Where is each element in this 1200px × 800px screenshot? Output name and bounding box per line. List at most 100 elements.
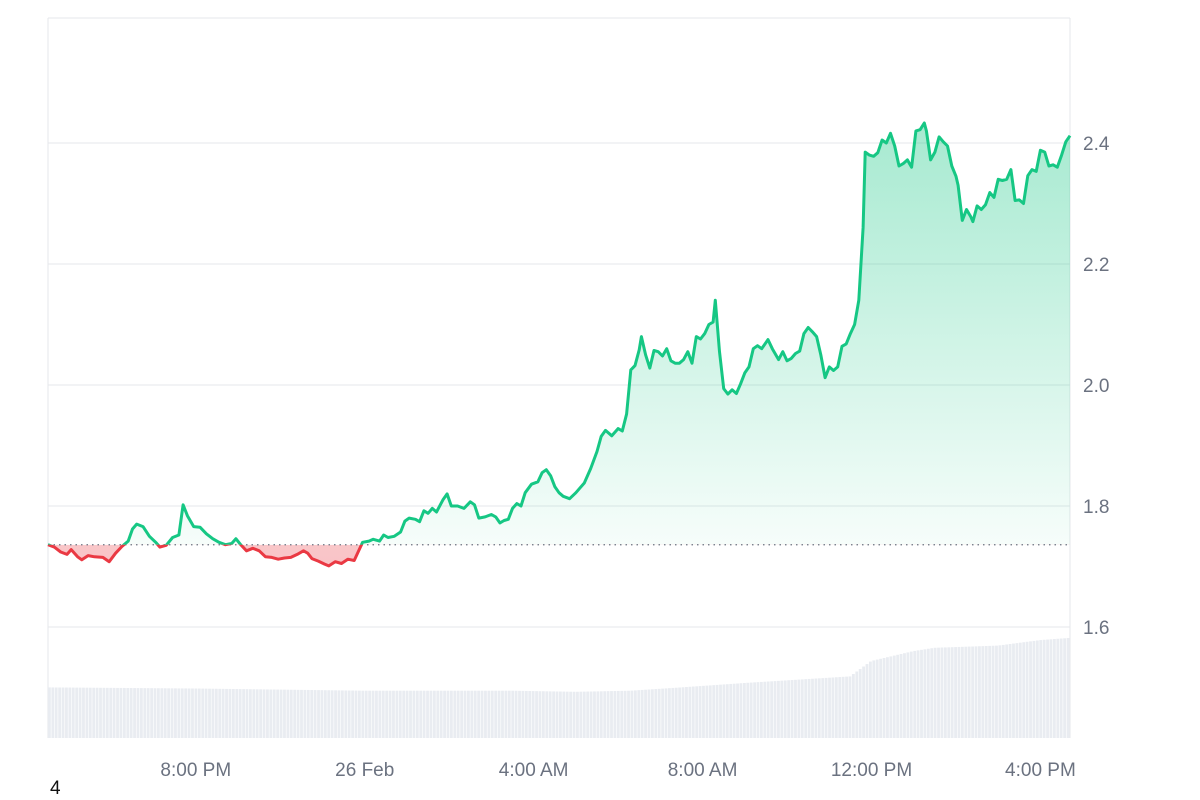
volume-bar <box>262 689 266 738</box>
volume-bar <box>674 687 678 738</box>
volume-bar <box>381 690 385 738</box>
volume-bar <box>1005 644 1009 738</box>
volume-bar <box>228 688 232 738</box>
volume-bar <box>235 689 239 738</box>
volume-bar <box>541 691 545 738</box>
volume-bar <box>722 684 726 738</box>
volume-bar <box>671 687 675 738</box>
volume-bar <box>661 688 665 738</box>
volume-bar <box>937 647 940 738</box>
volume-bar <box>51 687 55 738</box>
volume-bar <box>65 687 68 738</box>
volume-bar <box>514 690 518 738</box>
volume-bar <box>742 683 746 738</box>
volume-bar <box>119 687 123 738</box>
volume-bar <box>473 690 477 738</box>
volume-bar <box>48 687 51 738</box>
price-line-up <box>47 121 1072 545</box>
volume-bar <box>78 687 82 738</box>
volume-bar <box>967 646 971 738</box>
volume-bar <box>364 690 368 738</box>
volume-bar <box>773 681 777 738</box>
volume-bar <box>834 677 838 738</box>
volume-bar <box>208 688 211 738</box>
volume-bar <box>61 687 65 738</box>
volume-bar <box>218 688 222 738</box>
volume-bar <box>204 688 208 738</box>
volume-bar <box>610 691 613 738</box>
volume-bar <box>920 649 923 738</box>
volume-bar <box>974 646 978 738</box>
price-line <box>47 121 1072 568</box>
volume-bar <box>289 689 293 738</box>
volume-bar <box>214 688 218 738</box>
volume-bar <box>504 690 508 738</box>
y-tick-label: 1.8 <box>1083 497 1109 518</box>
volume-bar <box>255 689 259 738</box>
volume-bar <box>248 689 252 738</box>
volume-bar <box>681 687 685 738</box>
volume-bar <box>201 688 205 738</box>
volume-bar <box>954 647 957 738</box>
volume-bar <box>702 685 705 738</box>
volume-bar <box>865 664 869 738</box>
volume-bar <box>545 691 549 738</box>
volume-bar <box>354 690 358 738</box>
volume-bar <box>429 690 433 738</box>
volume-bar <box>180 688 184 738</box>
volume-bar <box>913 650 917 738</box>
volume-bar <box>99 687 102 738</box>
volume-bar <box>705 685 709 738</box>
volume-bar <box>334 690 337 738</box>
y-tick-label: 2.0 <box>1083 376 1109 397</box>
volume-bar <box>685 687 688 738</box>
volume-bar <box>978 646 981 738</box>
volume-bar <box>964 646 968 738</box>
volume-bar <box>841 676 845 738</box>
volume-bar <box>715 684 719 738</box>
volume-bar <box>732 683 736 738</box>
volume-bar <box>443 690 446 738</box>
volume-bar <box>916 650 920 738</box>
volume-bar <box>88 687 92 738</box>
volume-bar <box>68 687 72 738</box>
volume-bar <box>487 690 491 738</box>
volume-bar <box>54 687 58 738</box>
volume-bar <box>640 689 644 738</box>
volume-bar <box>456 690 460 738</box>
volume-bar <box>1015 643 1019 738</box>
footnote-text: 4 <box>50 778 61 799</box>
volume-bar <box>310 690 314 738</box>
volume-bar <box>1001 644 1005 738</box>
volume-bar <box>582 691 586 738</box>
volume-bar <box>862 666 865 738</box>
volume-bar <box>736 683 739 738</box>
price-line-down <box>47 544 364 568</box>
volume-bar <box>650 689 654 738</box>
volume-bar <box>460 690 464 738</box>
volume-bar <box>950 647 954 738</box>
volume-bar <box>1063 638 1066 738</box>
volume-bar <box>889 656 893 738</box>
volume-bar <box>477 690 481 738</box>
volume-bar <box>296 689 300 738</box>
volume-bar <box>436 690 440 738</box>
y-tick-label: 2.4 <box>1083 134 1110 155</box>
volume-bar <box>494 690 498 738</box>
volume-bar <box>831 677 835 738</box>
volume-bar <box>306 689 310 738</box>
volume-bar <box>432 690 436 738</box>
volume-bar <box>1039 640 1043 738</box>
volume-bar <box>358 690 361 738</box>
volume-bar <box>814 678 818 738</box>
volume-bar <box>555 691 559 738</box>
volume-bar <box>926 648 930 738</box>
volume-bar <box>392 690 395 738</box>
volume-bar <box>804 679 808 738</box>
volume-bar <box>92 687 96 738</box>
volume-bar <box>869 661 872 738</box>
volume-bar <box>579 691 583 738</box>
volume-bar <box>1066 638 1070 738</box>
volume-bar <box>463 690 467 738</box>
volume-bar <box>780 680 784 738</box>
